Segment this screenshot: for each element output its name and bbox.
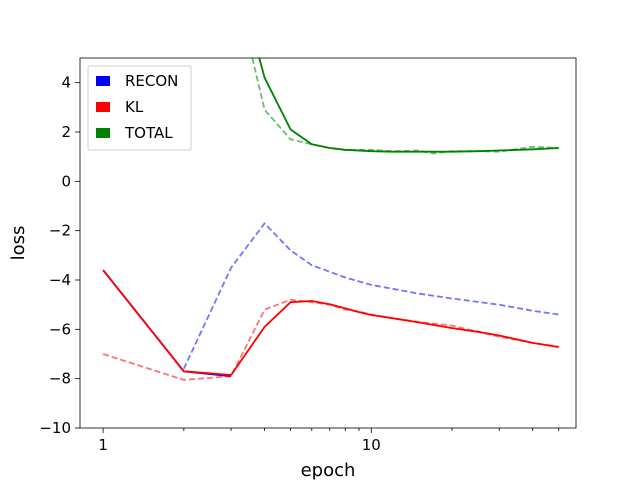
x-tick-label: 10: [362, 436, 381, 454]
x-tick-label: 1: [98, 436, 108, 454]
y-tick-label: 0: [61, 172, 71, 190]
y-axis: −10 −8 −6 −4 −2 0 2 4: [39, 74, 80, 437]
y-tick-label: −10: [39, 419, 71, 437]
dashed-008000-line: [251, 58, 559, 155]
y-tick-label: 2: [61, 123, 71, 141]
y-tick-label: 4: [61, 74, 71, 92]
legend-swatch-total: [96, 128, 110, 138]
legend-swatch-kl: [96, 102, 110, 112]
x-axis-title: epoch: [301, 460, 356, 480]
y-axis-title: loss: [8, 226, 29, 261]
legend-box: [87, 65, 192, 151]
dashed-ff0000-line: [102, 298, 559, 381]
legend-label-kl: KL: [125, 98, 144, 116]
y-tick-label: −2: [49, 222, 71, 240]
x-axis: 1 10: [98, 428, 560, 454]
series-layer: [102, 58, 559, 381]
legend-label-total: TOTAL: [124, 124, 173, 142]
legend-label-recon: RECON: [125, 72, 178, 90]
y-tick-label: −6: [49, 320, 71, 338]
y-tick-label: −8: [49, 370, 71, 388]
legend: RECON KL TOTAL: [87, 65, 192, 151]
y-tick-label: −4: [49, 271, 71, 289]
legend-swatch-recon: [96, 76, 110, 86]
plot-frame: [79, 57, 577, 429]
total-line: [258, 58, 559, 153]
dashed-0000ff-line: [182, 222, 559, 370]
